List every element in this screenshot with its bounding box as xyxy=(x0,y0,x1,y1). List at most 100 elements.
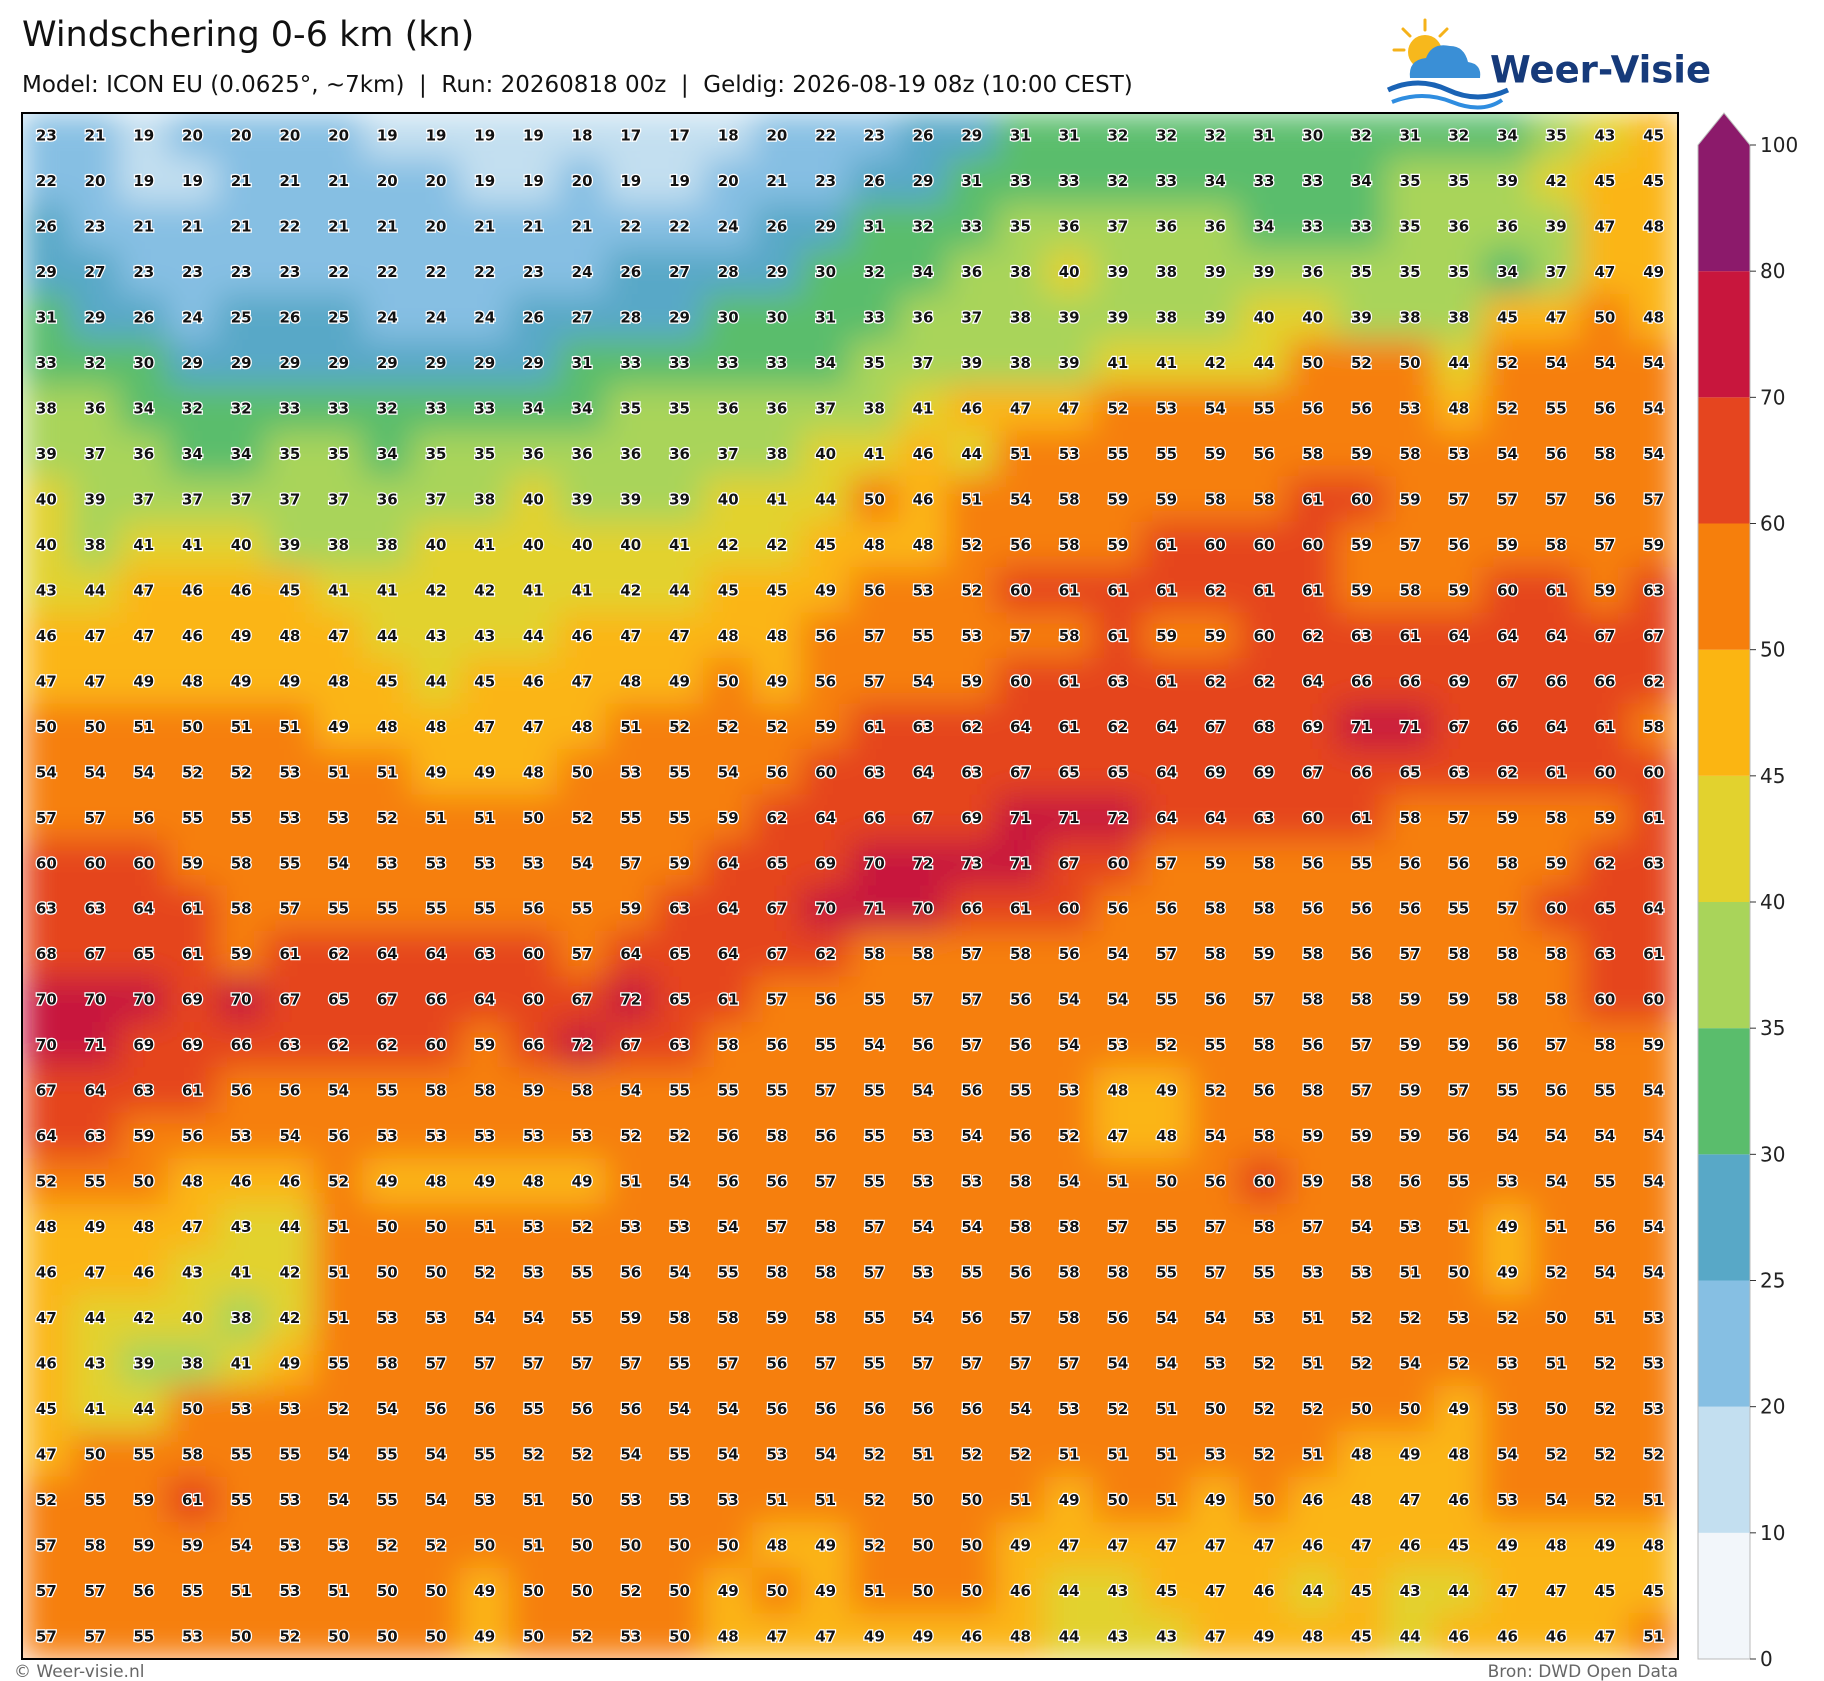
shear-cell xyxy=(22,339,72,387)
shear-cell xyxy=(1433,749,1484,796)
shear-value: 62 xyxy=(1497,763,1518,781)
shear-value: 54 xyxy=(1497,1127,1518,1145)
shear-value: 57 xyxy=(85,1582,106,1600)
shear-value: 41 xyxy=(133,536,154,554)
shear-cell xyxy=(167,1431,218,1478)
shear-value: 50 xyxy=(85,718,106,736)
shear-value: 49 xyxy=(1156,1082,1177,1100)
shear-value: 59 xyxy=(620,1309,641,1327)
shear-cell xyxy=(1336,203,1387,250)
shear-cell xyxy=(1531,885,1582,932)
shear-value: 60 xyxy=(1497,581,1518,599)
shear-value: 55 xyxy=(1546,400,1567,418)
shear-value: 54 xyxy=(1205,1309,1226,1327)
shear-value: 56 xyxy=(1010,1127,1031,1145)
shear-cell xyxy=(800,567,851,614)
shear-value: 56 xyxy=(1302,854,1323,872)
shear-cell xyxy=(362,703,413,751)
shear-value: 54 xyxy=(620,1082,641,1100)
shear-value: 58 xyxy=(474,1082,495,1100)
shear-cell xyxy=(1628,113,1678,159)
shear-value: 54 xyxy=(1156,1354,1177,1372)
shear-value: 45 xyxy=(377,672,398,690)
shear-value: 50 xyxy=(328,1627,349,1645)
shear-cell xyxy=(605,1294,656,1342)
shear-value: 42 xyxy=(718,536,739,554)
shear-cell xyxy=(1385,1567,1435,1615)
shear-value: 22 xyxy=(620,218,641,236)
shear-value: 56 xyxy=(231,1082,252,1100)
shear-value: 57 xyxy=(1595,536,1616,554)
shear-value: 54 xyxy=(1059,1173,1080,1191)
shear-cell xyxy=(1190,294,1241,341)
shear-cell xyxy=(459,749,510,796)
shear-cell xyxy=(1628,703,1678,751)
shear-value: 37 xyxy=(426,491,447,509)
shear-cell xyxy=(265,612,315,660)
shear-value: 53 xyxy=(474,854,495,872)
shear-cell xyxy=(1628,157,1678,205)
shear-cell xyxy=(1433,113,1484,159)
shear-value: 20 xyxy=(426,218,447,236)
shear-value: 57 xyxy=(1448,809,1469,827)
shear-cell xyxy=(70,612,120,660)
shear-value: 44 xyxy=(961,445,982,463)
shear-value: 52 xyxy=(961,1445,982,1463)
shear-cell xyxy=(654,1021,705,1069)
shear-cell xyxy=(557,703,607,751)
shear-value: 55 xyxy=(1448,1173,1469,1191)
shear-value: 67 xyxy=(1595,627,1616,645)
shear-value: 67 xyxy=(1448,718,1469,736)
shear-cell xyxy=(1628,567,1678,614)
shear-cell xyxy=(1336,1021,1387,1069)
shear-value: 71 xyxy=(1351,718,1372,736)
shear-cell xyxy=(362,1203,413,1251)
shear-cell xyxy=(1044,248,1095,296)
shear-cell xyxy=(703,794,754,842)
shear-value: 49 xyxy=(815,581,836,599)
shear-cell xyxy=(508,1431,559,1478)
shear-value: 48 xyxy=(1010,1627,1031,1645)
shear-cell xyxy=(1190,1476,1241,1524)
shear-cell xyxy=(167,1476,218,1524)
shear-cell xyxy=(459,339,510,387)
shear-value: 64 xyxy=(36,1127,57,1145)
shear-value: 19 xyxy=(523,172,544,190)
shear-cell xyxy=(1141,885,1192,932)
shear-cell xyxy=(1287,749,1338,796)
colorbar-band xyxy=(1698,902,1750,1029)
shear-cell xyxy=(1385,885,1435,932)
shear-cell xyxy=(800,1021,851,1069)
shear-value: 36 xyxy=(572,445,593,463)
shear-value: 52 xyxy=(1400,1309,1421,1327)
shear-value: 54 xyxy=(1010,1400,1031,1418)
shear-cell xyxy=(1531,794,1582,842)
shear-cell xyxy=(1531,1522,1582,1569)
shear-cell xyxy=(411,248,461,296)
shear-cell xyxy=(167,976,218,1023)
shear-value: 19 xyxy=(377,127,398,145)
shear-cell xyxy=(1385,1158,1435,1205)
shear-cell xyxy=(752,930,802,978)
shear-cell xyxy=(946,1158,997,1205)
shear-cell xyxy=(508,1112,559,1160)
shear-value: 55 xyxy=(328,900,349,918)
shear-value: 33 xyxy=(1302,218,1323,236)
shear-value: 56 xyxy=(815,1400,836,1418)
shear-value: 57 xyxy=(961,1354,982,1372)
shear-cell xyxy=(265,385,315,432)
shear-cell xyxy=(362,203,413,250)
shear-cell xyxy=(557,1021,607,1069)
shear-value: 54 xyxy=(669,1173,690,1191)
shear-cell xyxy=(995,703,1046,751)
shear-cell xyxy=(800,385,851,432)
shear-cell xyxy=(508,1613,559,1659)
shear-value: 50 xyxy=(1205,1400,1226,1418)
shear-cell xyxy=(703,976,754,1023)
shear-cell xyxy=(265,113,315,159)
shear-value: 56 xyxy=(133,1582,154,1600)
shear-value: 56 xyxy=(961,1400,982,1418)
shear-value: 61 xyxy=(1107,581,1128,599)
shear-cell xyxy=(605,1476,656,1524)
shear-cell xyxy=(1482,612,1533,660)
